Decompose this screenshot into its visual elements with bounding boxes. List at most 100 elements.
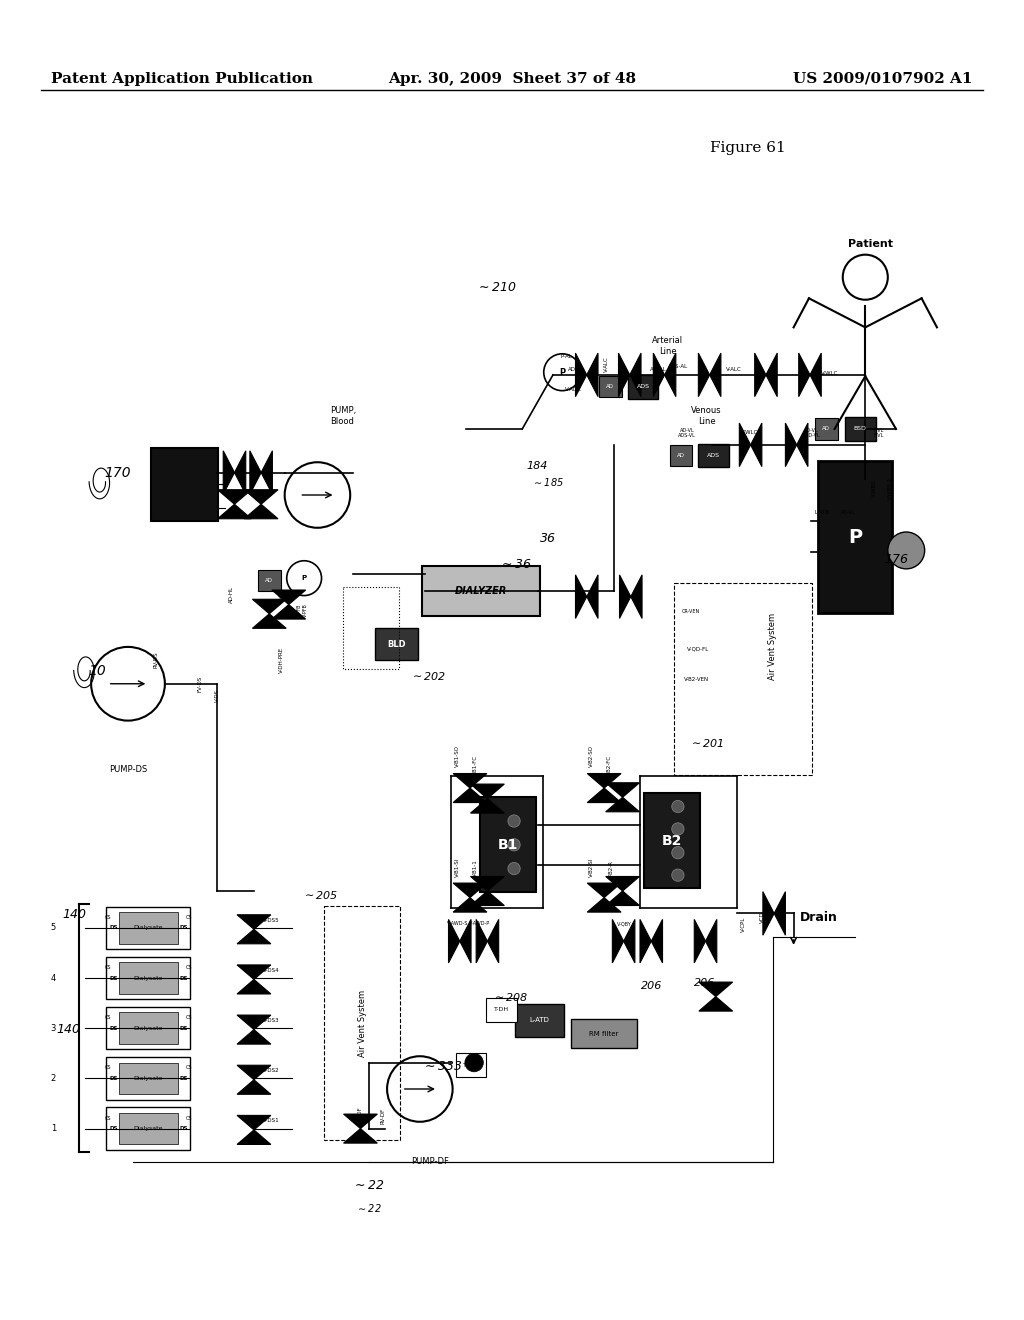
Circle shape (508, 838, 520, 851)
Text: $\sim$201: $\sim$201 (689, 737, 724, 750)
Text: 176: 176 (884, 553, 908, 566)
Text: AD-AL: AD-AL (568, 367, 585, 372)
Text: V-DS2: V-DS2 (263, 1068, 280, 1073)
Circle shape (672, 800, 684, 813)
Polygon shape (698, 982, 732, 997)
Bar (375, 628, 418, 660)
Circle shape (287, 561, 322, 595)
Text: V-G: V-G (714, 982, 718, 993)
Bar (818, 462, 892, 612)
Text: 3: 3 (50, 1024, 56, 1032)
Text: AD-VL
BSD-VL: AD-VL BSD-VL (802, 428, 820, 438)
Text: Dialysate: Dialysate (134, 925, 163, 931)
Polygon shape (237, 979, 270, 994)
Text: DS: DS (179, 1026, 187, 1031)
Text: 206: 206 (641, 981, 662, 991)
Text: V-DS3: V-DS3 (263, 1018, 280, 1023)
Circle shape (544, 354, 581, 391)
Bar (845, 417, 876, 441)
Circle shape (508, 862, 520, 875)
Text: V-WLC: V-WLC (741, 430, 758, 436)
Text: V-B2-SO: V-B2-SO (590, 746, 594, 767)
Text: CS: CS (104, 1115, 111, 1121)
Polygon shape (698, 997, 732, 1011)
Text: $\sim$36: $\sim$36 (499, 558, 531, 572)
Text: 2: 2 (50, 1074, 56, 1082)
Text: L-ATD: L-ATD (529, 1018, 550, 1023)
Polygon shape (218, 504, 252, 519)
Text: RV-DS: RV-DS (154, 652, 158, 668)
Text: 140: 140 (62, 908, 87, 921)
Polygon shape (449, 919, 460, 964)
Text: CS: CS (186, 1065, 193, 1071)
Polygon shape (631, 576, 642, 618)
Polygon shape (653, 352, 665, 396)
Text: RM filter: RM filter (590, 1031, 618, 1036)
Text: P: P (848, 528, 862, 546)
Polygon shape (612, 919, 624, 964)
Text: DS: DS (110, 1126, 118, 1131)
Polygon shape (624, 919, 635, 964)
Polygon shape (237, 1080, 270, 1094)
Polygon shape (710, 352, 721, 396)
Polygon shape (218, 490, 252, 504)
Polygon shape (620, 576, 631, 618)
Text: DS: DS (110, 1026, 118, 1031)
Text: DS: DS (110, 925, 118, 931)
Polygon shape (755, 352, 766, 396)
Polygon shape (665, 352, 676, 396)
Text: T-DH: T-DH (495, 1007, 509, 1012)
Polygon shape (470, 799, 504, 813)
Text: V-AWD-P: V-AWD-P (469, 921, 489, 927)
Text: DIALYZER: DIALYZER (455, 586, 508, 597)
Polygon shape (453, 788, 487, 803)
Polygon shape (763, 892, 774, 935)
Text: V-B1-1: V-B1-1 (473, 859, 477, 878)
Polygon shape (651, 919, 663, 964)
Text: Patient: Patient (848, 239, 893, 249)
Polygon shape (453, 883, 487, 898)
Text: P-PFB
V-PFB: P-PFB V-PFB (297, 603, 307, 616)
Text: 5: 5 (50, 924, 56, 932)
Text: $\sim$208: $\sim$208 (492, 990, 528, 1003)
Text: V-DS: V-DS (215, 689, 219, 702)
Bar (119, 1012, 178, 1044)
Text: V-B2-SI: V-B2-SI (590, 858, 594, 876)
Text: CS: CS (186, 965, 193, 970)
Circle shape (465, 1053, 483, 1072)
Polygon shape (799, 352, 810, 396)
Text: CR-VEN: CR-VEN (682, 609, 700, 614)
Polygon shape (237, 915, 270, 929)
Text: CS: CS (186, 1115, 193, 1121)
Polygon shape (250, 451, 261, 495)
Text: Figure 61: Figure 61 (710, 141, 785, 154)
Polygon shape (487, 919, 499, 964)
Polygon shape (751, 422, 762, 467)
Polygon shape (223, 451, 234, 495)
Text: CS: CS (186, 915, 193, 920)
Text: V-QD-FL: V-QD-FL (687, 647, 710, 652)
Text: 10: 10 (88, 664, 106, 677)
Text: $\sim$22: $\sim$22 (355, 1201, 382, 1214)
Text: P-AL: P-AL (560, 354, 572, 359)
Text: V-B1-SO: V-B1-SO (456, 746, 460, 767)
Text: AD-VL: AD-VL (841, 510, 855, 515)
Text: V-ALC: V-ALC (604, 356, 608, 372)
Text: V-H: V-H (280, 589, 284, 599)
Polygon shape (237, 1115, 270, 1130)
Text: 184: 184 (527, 461, 548, 471)
Bar (571, 1019, 637, 1048)
Polygon shape (606, 876, 639, 891)
Bar (479, 797, 537, 892)
Bar (674, 583, 812, 775)
Polygon shape (343, 1129, 377, 1143)
Bar (486, 998, 517, 1022)
Text: V-B2-FC: V-B2-FC (607, 755, 611, 776)
Text: $\sim$333: $\sim$333 (422, 1060, 463, 1073)
Polygon shape (261, 451, 272, 495)
Polygon shape (237, 1015, 270, 1030)
Polygon shape (785, 422, 797, 467)
Text: L-ATB: L-ATB (815, 510, 829, 515)
Bar (456, 1053, 486, 1077)
Text: Dialysate: Dialysate (134, 1026, 163, 1031)
